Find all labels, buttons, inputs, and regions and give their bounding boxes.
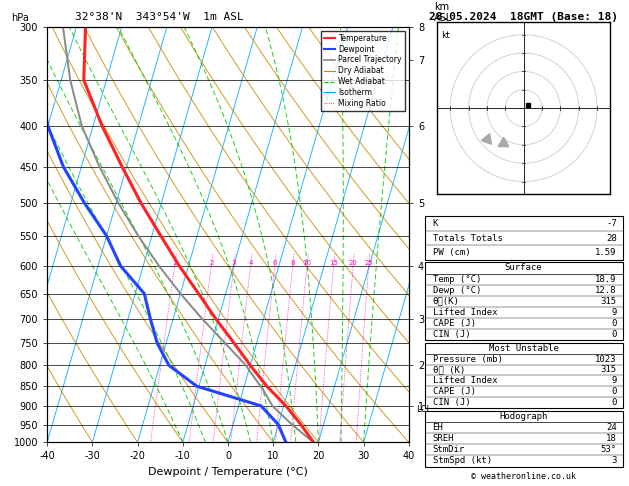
Text: hPa: hPa bbox=[11, 13, 29, 22]
Text: StmSpd (kt): StmSpd (kt) bbox=[433, 456, 492, 466]
X-axis label: Dewpoint / Temperature (°C): Dewpoint / Temperature (°C) bbox=[148, 467, 308, 477]
Text: 0: 0 bbox=[611, 319, 617, 328]
Text: 6: 6 bbox=[272, 260, 277, 266]
Text: Hodograph: Hodograph bbox=[499, 412, 548, 421]
Legend: Temperature, Dewpoint, Parcel Trajectory, Dry Adiabat, Wet Adiabat, Isotherm, Mi: Temperature, Dewpoint, Parcel Trajectory… bbox=[321, 31, 405, 111]
Text: 315: 315 bbox=[601, 297, 617, 306]
Text: StmDir: StmDir bbox=[433, 445, 465, 454]
Text: CIN (J): CIN (J) bbox=[433, 398, 470, 407]
Text: 28.05.2024  18GMT (Base: 18): 28.05.2024 18GMT (Base: 18) bbox=[429, 12, 618, 22]
Text: 10: 10 bbox=[303, 260, 311, 266]
Text: SREH: SREH bbox=[433, 434, 454, 443]
Text: 18: 18 bbox=[606, 434, 617, 443]
Text: LCL: LCL bbox=[416, 405, 431, 414]
Text: 3: 3 bbox=[231, 260, 236, 266]
Text: -7: -7 bbox=[606, 219, 617, 228]
Text: θᴄ (K): θᴄ (K) bbox=[433, 365, 465, 375]
Text: θᴄ(K): θᴄ(K) bbox=[433, 297, 459, 306]
Text: km
ASL: km ASL bbox=[434, 2, 452, 22]
Text: EH: EH bbox=[433, 423, 443, 432]
Text: 3: 3 bbox=[611, 456, 617, 466]
Text: 32°38'N  343°54'W  1m ASL: 32°38'N 343°54'W 1m ASL bbox=[75, 12, 244, 22]
Text: 24: 24 bbox=[606, 423, 617, 432]
Text: 9: 9 bbox=[611, 308, 617, 317]
Text: CAPE (J): CAPE (J) bbox=[433, 319, 476, 328]
Text: Lifted Index: Lifted Index bbox=[433, 308, 497, 317]
Text: 18.9: 18.9 bbox=[595, 275, 617, 284]
Text: 2: 2 bbox=[209, 260, 213, 266]
Text: 8: 8 bbox=[291, 260, 295, 266]
Text: 28: 28 bbox=[606, 234, 617, 243]
Text: 53°: 53° bbox=[601, 445, 617, 454]
Text: 0: 0 bbox=[611, 330, 617, 339]
Text: 9: 9 bbox=[611, 376, 617, 385]
Text: 15: 15 bbox=[329, 260, 338, 266]
Text: kt: kt bbox=[441, 31, 450, 40]
Text: 0: 0 bbox=[611, 398, 617, 407]
Text: Temp (°C): Temp (°C) bbox=[433, 275, 481, 284]
Text: Most Unstable: Most Unstable bbox=[489, 344, 559, 353]
Text: CAPE (J): CAPE (J) bbox=[433, 387, 476, 397]
Text: Lifted Index: Lifted Index bbox=[433, 376, 497, 385]
Text: Dewp (°C): Dewp (°C) bbox=[433, 286, 481, 295]
Text: 20: 20 bbox=[348, 260, 358, 266]
Text: PW (cm): PW (cm) bbox=[433, 248, 470, 257]
Text: Surface: Surface bbox=[505, 263, 542, 273]
Text: © weatheronline.co.uk: © weatheronline.co.uk bbox=[471, 472, 576, 481]
Text: Totals Totals: Totals Totals bbox=[433, 234, 503, 243]
Text: 12.8: 12.8 bbox=[595, 286, 617, 295]
Text: K: K bbox=[433, 219, 438, 228]
Text: 1.59: 1.59 bbox=[595, 248, 617, 257]
Text: CIN (J): CIN (J) bbox=[433, 330, 470, 339]
Text: 4: 4 bbox=[248, 260, 253, 266]
Text: 25: 25 bbox=[364, 260, 373, 266]
Text: Pressure (mb): Pressure (mb) bbox=[433, 354, 503, 364]
Text: 0: 0 bbox=[611, 387, 617, 397]
Text: 315: 315 bbox=[601, 365, 617, 375]
Text: 1023: 1023 bbox=[595, 354, 617, 364]
Text: 1: 1 bbox=[172, 260, 177, 266]
